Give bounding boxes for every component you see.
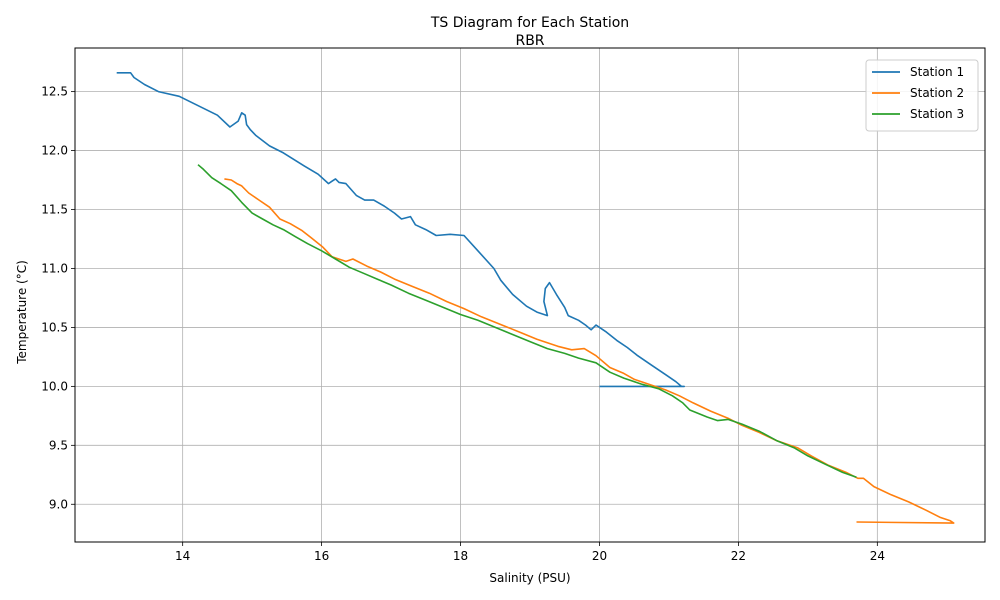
- y-tick-label: 11.0: [41, 261, 68, 275]
- x-tick-label: 22: [731, 549, 746, 563]
- x-tick-label: 14: [175, 549, 190, 563]
- y-tick-label: 9.5: [49, 438, 68, 452]
- x-tick-label: 20: [592, 549, 607, 563]
- x-tick-label: 24: [870, 549, 885, 563]
- chart-subtitle: RBR: [515, 33, 544, 49]
- ticks: 14 16 18 20 22 24 9.0 9.5 10.0 10.5 11.0 11.5 12.0 12…: [41, 85, 885, 563]
- legend-label: Station 1: [910, 65, 964, 79]
- plot-frame: [74, 47, 986, 543]
- y-tick-label: 9.0: [49, 497, 68, 511]
- legend: Station 1 Station 2 Station 3: [865, 59, 979, 132]
- y-tick-label: 11.5: [41, 203, 68, 217]
- y-tick-label: 10.5: [41, 320, 68, 334]
- y-tick-label: 12.5: [41, 85, 68, 99]
- legend-label: Station 2: [910, 86, 964, 100]
- x-tick-label: 18: [453, 549, 468, 563]
- y-axis-label: Temperature (°C): [15, 260, 29, 365]
- series-layer: [116, 72, 955, 524]
- x-tick-label: 16: [314, 549, 329, 563]
- y-tick-label: 10.0: [41, 379, 68, 393]
- x-axis-label: Salinity (PSU): [489, 571, 570, 585]
- series-line-station-3: [197, 164, 857, 478]
- legend-label: Station 3: [910, 107, 964, 121]
- series-line-station-1: [116, 72, 686, 388]
- chart-title: TS Diagram for Each Station: [430, 15, 629, 31]
- y-tick-label: 12.0: [41, 144, 68, 158]
